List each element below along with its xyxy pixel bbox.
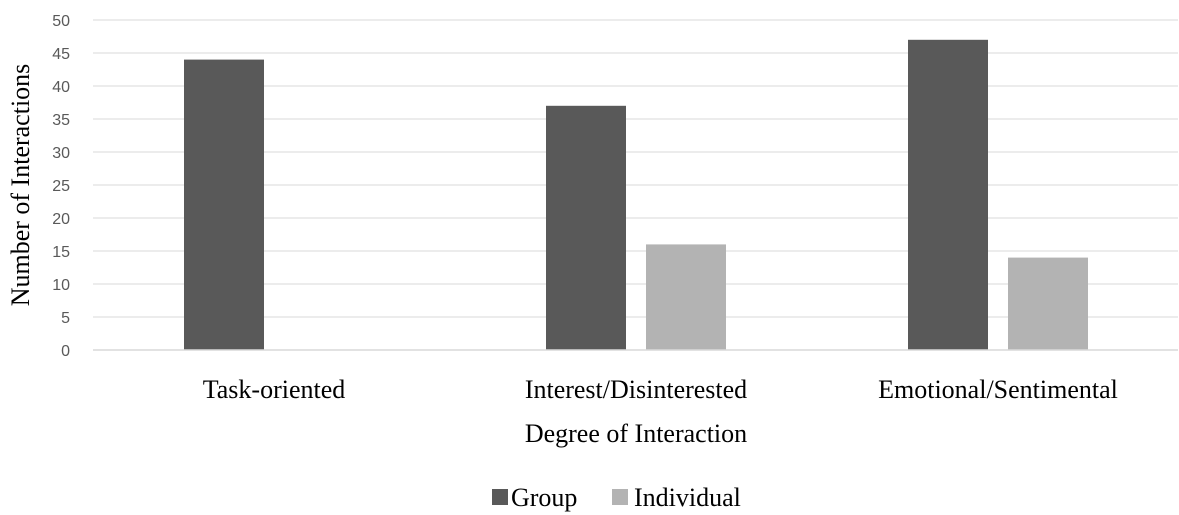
bar-group-1 [546, 105, 626, 350]
legend-swatch-individual [612, 489, 628, 505]
y-tick-label: 5 [61, 310, 70, 327]
bar-individual-2 [1008, 257, 1088, 350]
y-tick-label: 10 [52, 277, 70, 294]
y-tick-label: 50 [52, 13, 70, 30]
x-category-label: Emotional/Sentimental [878, 375, 1118, 404]
y-tick-label: 35 [52, 112, 70, 129]
legend-label-group: Group [511, 483, 577, 512]
legend: Group Individual [492, 483, 741, 512]
bar-individual-1 [646, 244, 726, 350]
x-category-label: Interest/Disinterested [525, 375, 747, 404]
y-tick-label: 15 [52, 244, 70, 261]
x-axis-title: Degree of Interaction [525, 419, 747, 448]
bars [184, 39, 1088, 351]
bar-group-2 [908, 39, 988, 351]
y-tick-label: 20 [52, 211, 70, 228]
y-tick-label: 45 [52, 46, 70, 63]
y-axis-title: Number of Interactions [6, 64, 35, 307]
legend-swatch-group [492, 489, 508, 505]
x-category-label: Task-oriented [203, 375, 346, 404]
y-tick-label: 25 [52, 178, 70, 195]
y-tick-label: 0 [61, 343, 70, 360]
bar-group-0 [184, 59, 264, 350]
y-tick-label: 30 [52, 145, 70, 162]
x-axis-categories: Task-oriented Interest/Disinterested Emoti… [203, 375, 1118, 404]
y-axis-ticks: 0 5 10 15 20 25 30 35 40 45 50 [52, 13, 70, 360]
legend-label-individual: Individual [634, 483, 741, 512]
gridlines [93, 19, 1178, 318]
y-tick-label: 40 [52, 79, 70, 96]
